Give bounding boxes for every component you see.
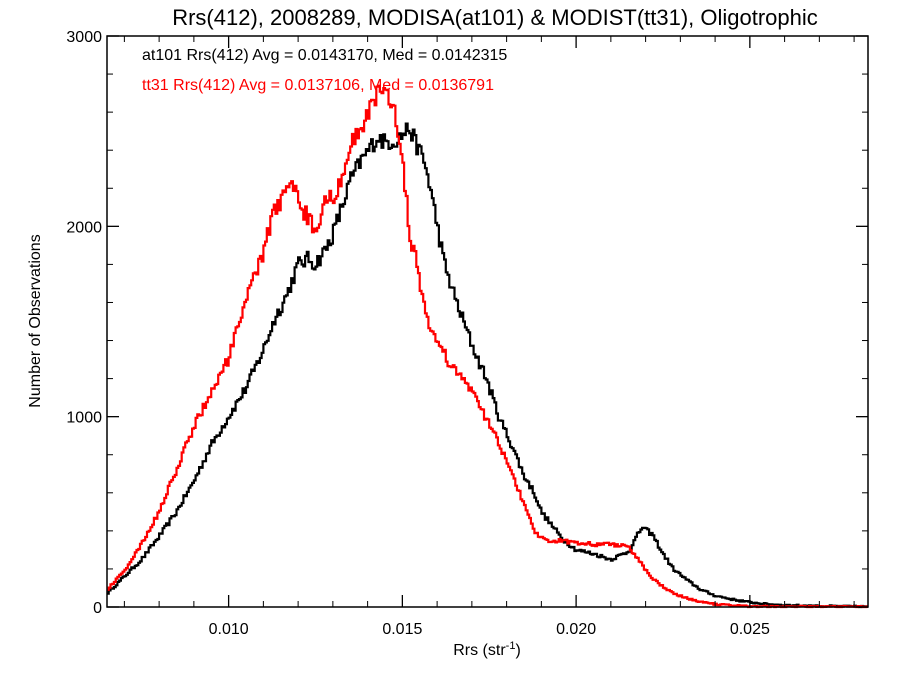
chart-title: Rrs(412), 2008289, MODISA(at101) & MODIS… xyxy=(172,5,818,30)
legend-entry-2: tt31 Rrs(412) Avg = 0.0137106, Med = 0.0… xyxy=(142,77,494,94)
series-line-2 xyxy=(107,84,868,609)
series-layer xyxy=(107,84,868,609)
y-axis-label: Number of Observations xyxy=(27,234,44,407)
x-axis-label-superscript: -1 xyxy=(506,640,516,652)
y-tick-label: 0 xyxy=(93,600,102,617)
x-tick-label: 0.025 xyxy=(730,621,770,638)
series-line-1 xyxy=(107,122,868,609)
x-tick-label: 0.020 xyxy=(556,621,596,638)
y-axis: 0 1000 2000 3000 xyxy=(66,29,868,617)
x-axis: 0.010 0.015 0.020 0.025 xyxy=(123,36,855,638)
x-axis-label: Rrs (str-1) xyxy=(453,640,521,659)
y-tick-label: 1000 xyxy=(66,410,102,427)
plot-area: 0.010 0.015 0.020 0.025 0 1000 2000 3000 xyxy=(66,29,869,638)
y-tick-label: 2000 xyxy=(66,219,102,236)
x-tick-label: 0.010 xyxy=(209,621,249,638)
legend-entry-1: at101 Rrs(412) Avg = 0.0143170, Med = 0.… xyxy=(142,47,507,64)
plot-frame xyxy=(106,35,869,608)
x-axis-label-text: Rrs (str xyxy=(453,642,506,659)
legend: at101 Rrs(412) Avg = 0.0143170, Med = 0.… xyxy=(142,47,507,94)
x-tick-label: 0.015 xyxy=(382,621,422,638)
y-tick-label: 3000 xyxy=(66,29,102,46)
x-axis-label-close: ) xyxy=(515,642,520,659)
